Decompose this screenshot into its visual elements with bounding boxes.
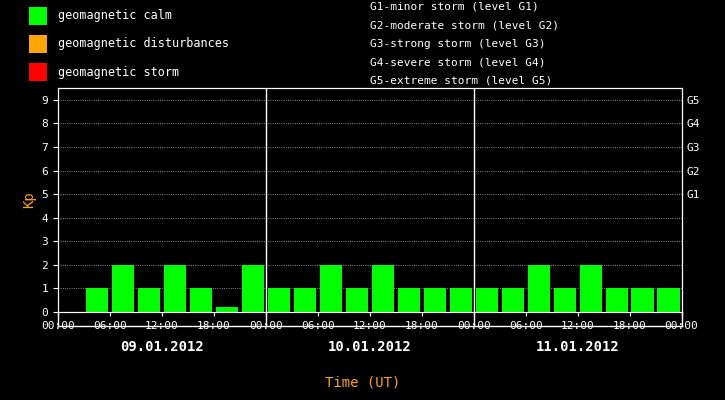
FancyBboxPatch shape (29, 35, 47, 53)
Bar (502, 288, 523, 312)
Text: 10.01.2012: 10.01.2012 (328, 340, 412, 354)
FancyBboxPatch shape (29, 63, 47, 81)
Text: G3-strong storm (level G3): G3-strong storm (level G3) (370, 39, 545, 49)
Bar (242, 265, 264, 312)
Bar (268, 288, 290, 312)
Bar (450, 288, 472, 312)
Text: 11.01.2012: 11.01.2012 (536, 340, 619, 354)
Text: geomagnetic disturbances: geomagnetic disturbances (58, 38, 229, 50)
Text: G5-extreme storm (level G5): G5-extreme storm (level G5) (370, 76, 552, 86)
Text: geomagnetic storm: geomagnetic storm (58, 66, 179, 79)
Bar (346, 288, 368, 312)
Bar (216, 307, 238, 312)
Bar (476, 288, 497, 312)
Text: Time (UT): Time (UT) (325, 376, 400, 390)
FancyBboxPatch shape (29, 7, 47, 25)
Text: geomagnetic calm: geomagnetic calm (58, 9, 172, 22)
Bar (138, 288, 160, 312)
Bar (190, 288, 212, 312)
Bar (164, 265, 186, 312)
Bar (112, 265, 134, 312)
Bar (658, 288, 679, 312)
Bar (320, 265, 341, 312)
Bar (86, 288, 108, 312)
Bar (554, 288, 576, 312)
Bar (528, 265, 550, 312)
Bar (294, 288, 316, 312)
Bar (605, 288, 628, 312)
Text: G1-minor storm (level G1): G1-minor storm (level G1) (370, 2, 539, 12)
Bar (398, 288, 420, 312)
Bar (631, 288, 653, 312)
Text: G4-severe storm (level G4): G4-severe storm (level G4) (370, 57, 545, 67)
Y-axis label: Kp: Kp (22, 192, 36, 208)
Bar (579, 265, 602, 312)
Text: 09.01.2012: 09.01.2012 (120, 340, 204, 354)
Text: G2-moderate storm (level G2): G2-moderate storm (level G2) (370, 20, 559, 30)
Bar (423, 288, 446, 312)
Bar (372, 265, 394, 312)
